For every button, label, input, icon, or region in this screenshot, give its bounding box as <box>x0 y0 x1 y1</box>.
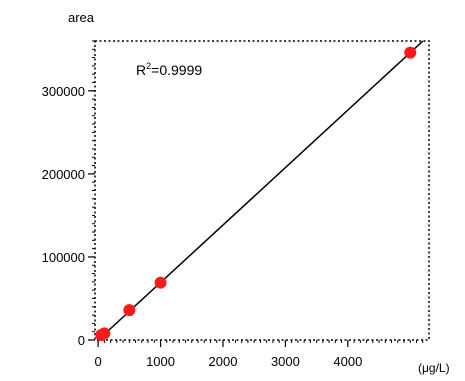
x-tick-label: 4000 <box>333 354 362 369</box>
plot-frame <box>94 40 430 341</box>
r-squared-value: =0.9999 <box>151 62 202 78</box>
r-squared-annotation: R2=0.9999 <box>136 61 202 78</box>
major-ticks <box>88 90 349 347</box>
y-tick-label: 0 <box>78 333 85 348</box>
r-squared-superscript: 2 <box>146 61 151 71</box>
regression-line <box>97 40 424 341</box>
data-point <box>404 46 417 59</box>
tick-labels: 0 1000 2000 3000 4000 0 100000 200000 300000 <box>42 84 363 369</box>
x-axis-label: (μg/L) <box>418 361 450 375</box>
data-points <box>95 46 417 342</box>
x-tick-label: 1000 <box>146 354 175 369</box>
data-point <box>98 327 111 340</box>
data-point <box>154 276 167 289</box>
y-tick-label: 200000 <box>42 167 85 182</box>
data-point <box>123 304 136 317</box>
y-tick-label: 300000 <box>42 84 85 99</box>
x-tick-label: 0 <box>95 354 102 369</box>
y-tick-label: 100000 <box>42 250 85 265</box>
y-axis-label: area <box>68 10 95 25</box>
r-squared-base: R <box>136 62 146 78</box>
x-tick-label: 3000 <box>271 354 300 369</box>
x-tick-label: 2000 <box>209 354 238 369</box>
